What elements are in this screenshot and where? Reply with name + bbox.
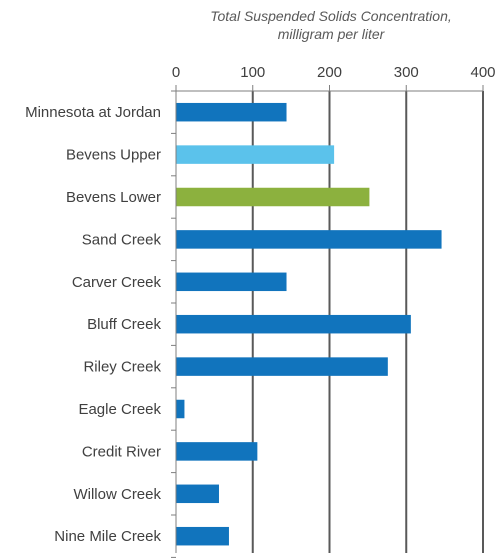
chart-title: Total Suspended Solids Concentration, mi… (210, 8, 452, 42)
category-label: Carver Creek (72, 274, 162, 291)
bar (176, 484, 219, 504)
category-label: Riley Creek (83, 359, 161, 376)
bar (176, 230, 442, 249)
category-label: Nine Mile Creek (54, 528, 161, 545)
category-labels: Minnesota at Jordan Bevens Upper Bevens Lo… (25, 104, 161, 545)
bar (176, 526, 229, 546)
bar (176, 314, 411, 334)
category-label: Willow Creek (73, 486, 161, 503)
chart-title-line-1: Total Suspended Solids Concentration, (210, 8, 452, 24)
x-tick-label: 0 (172, 64, 180, 81)
category-label: Bevens Lower (66, 189, 161, 206)
chart-title-line-2: milligram per liter (278, 26, 386, 42)
category-label: Credit River (82, 443, 161, 460)
bar (176, 272, 287, 292)
category-label: Bevens Upper (66, 147, 161, 164)
bar (176, 145, 335, 164)
x-tick-label: 100 (240, 64, 265, 81)
x-tick-label: 400 (470, 64, 495, 81)
category-label: Bluff Creek (87, 316, 161, 333)
y-axis (171, 90, 177, 558)
bar (176, 187, 370, 207)
x-tick-label: 300 (394, 64, 419, 81)
x-axis-ticks: 0 100 200 300 400 (172, 64, 495, 92)
bars (176, 102, 442, 546)
category-label: Sand Creek (82, 231, 162, 248)
bar (176, 102, 287, 122)
bar (176, 442, 258, 461)
x-tick-label: 200 (317, 64, 342, 81)
category-label: Minnesota at Jordan (25, 104, 161, 121)
bar (176, 357, 388, 376)
bar (176, 399, 185, 419)
category-label: Eagle Creek (78, 401, 161, 418)
